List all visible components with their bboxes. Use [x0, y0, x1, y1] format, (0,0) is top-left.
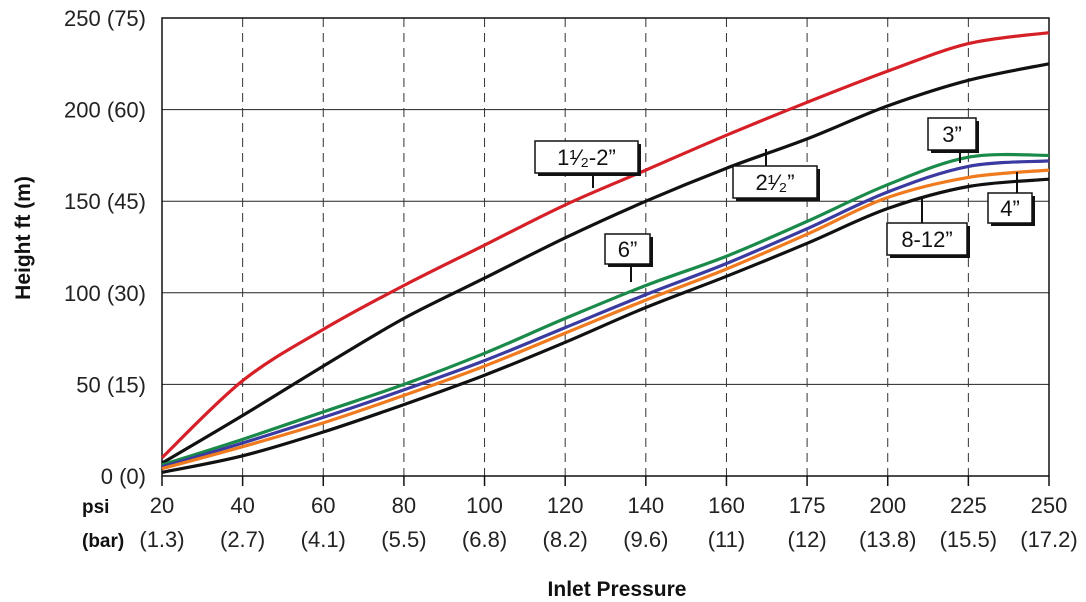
x-tick-label-bar: (4.1)	[301, 527, 346, 552]
x-tick-label-bar: (9.6)	[623, 527, 668, 552]
x-tick-label-psi: 60	[311, 493, 335, 518]
x-tick-label-psi: 100	[466, 493, 503, 518]
x-tick-label-psi: 160	[708, 493, 745, 518]
y-tick-label: 200 (60)	[64, 98, 146, 123]
callout-box-4	[886, 222, 968, 256]
x-tick-label-psi: 250	[1031, 493, 1068, 518]
x-tick-label-bar: (12)	[788, 527, 827, 552]
y-tick-label: 50 (15)	[76, 372, 146, 397]
x-tick-label-bar: (2.7)	[220, 527, 265, 552]
callout-label-3: 4”	[1000, 196, 1020, 221]
y-tick-label: 100 (30)	[64, 281, 146, 306]
series-line-4	[161, 168, 1050, 471]
series-callouts: 1¹⁄₂-2” 2¹⁄₂” 3” 4” 8-12” 6”	[534, 117, 1035, 282]
callout-box-1	[732, 165, 818, 199]
series-line-5	[161, 177, 1050, 474]
x-tick-label-psi: 140	[627, 493, 664, 518]
x-tick-label-bar: (11)	[708, 527, 746, 552]
series-line-0	[160, 31, 1050, 459]
x-axis-ticks: 20 40 60 80 100 120 140 160 175 200 225 250 (1.3) (2.…	[139, 493, 1077, 552]
callout-label-1: 2¹⁄₂”	[755, 170, 794, 195]
callout-box-3	[987, 192, 1033, 224]
x-tick-label-psi: 200	[869, 493, 906, 518]
y-axis-title: Height ft (m)	[12, 176, 35, 300]
callout-box-5	[604, 233, 651, 265]
callout-label-5: 6”	[618, 237, 638, 262]
x-tick-label-psi: 80	[392, 493, 416, 518]
x-axis-title: Inlet Pressure	[548, 578, 687, 601]
callout-label-0: 1¹⁄₂-2”	[557, 145, 616, 170]
y-tick-label: 0 (0)	[101, 464, 146, 489]
x-tick-label-bar: (15.5)	[940, 527, 997, 552]
series-line-1	[161, 62, 1050, 465]
x-tick-label-bar: (17.2)	[1020, 527, 1077, 552]
y-tick-label: 150 (45)	[64, 189, 146, 214]
x-tick-label-bar: (5.5)	[381, 527, 426, 552]
x-tick-label-psi: 225	[950, 493, 987, 518]
series-lines	[160, 31, 1050, 474]
callout-label-4: 8-12”	[901, 227, 952, 252]
x-tick-label-psi: 120	[547, 493, 584, 518]
x-row-label-psi: psi	[82, 497, 109, 518]
x-row-label-bar: (bar)	[82, 531, 124, 552]
series-line-2	[161, 152, 1050, 467]
x-tick-label-psi: 40	[230, 493, 254, 518]
x-tick-label-psi: 20	[150, 493, 174, 518]
x-tick-label-bar: (6.8)	[462, 527, 507, 552]
x-tick-label-bar: (13.8)	[859, 527, 916, 552]
y-axis-ticks: 0 (0) 50 (15) 100 (30) 150 (45) 200 (60) 250 …	[64, 6, 146, 489]
callout-label-2: 3”	[942, 122, 962, 147]
x-tick-label-bar: (8.2)	[543, 527, 588, 552]
callout-box-0	[534, 140, 639, 174]
series-line-3	[161, 159, 1050, 469]
x-tick-label-psi: 175	[789, 493, 826, 518]
y-tick-label: 250 (75)	[64, 6, 146, 31]
plot-frame	[161, 17, 1050, 477]
x-tick-label-bar: (1.3)	[139, 527, 184, 552]
callout-box-2	[927, 117, 977, 151]
